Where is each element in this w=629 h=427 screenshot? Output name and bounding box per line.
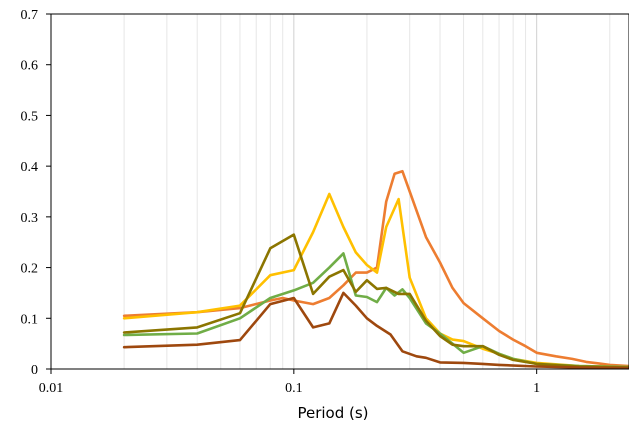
x-tick-label: 0.1 (285, 381, 303, 396)
y-tick-label: 0.5 (21, 109, 39, 124)
y-tick-label: 0.4 (21, 160, 39, 175)
x-tick-label: 1 (533, 381, 540, 396)
gridlines (50, 14, 611, 369)
plot-frame (50, 13, 629, 370)
series-line-2 (122, 192, 629, 369)
y-tick-label: 0.2 (21, 262, 39, 277)
x-tick-label: 0.01 (39, 381, 64, 396)
series-line-5 (122, 291, 629, 370)
series-line-4 (122, 233, 629, 369)
x-axis-ticks: 0.01 0.1 1 (39, 369, 540, 396)
series-group (122, 169, 629, 370)
y-axis-ticks: 0 0.1 0.2 0.3 0.4 0.5 0.6 0.7 (21, 8, 51, 378)
y-tick-label: 0.1 (21, 312, 39, 327)
y-tick-label: 0.6 (21, 59, 39, 74)
y-tick-label: 0.3 (21, 211, 39, 226)
x-axis-title: Period (s) (297, 404, 368, 422)
series-line-1 (122, 169, 629, 368)
y-tick-label: 0 (31, 363, 38, 378)
y-tick-label: 0.7 (21, 8, 39, 23)
